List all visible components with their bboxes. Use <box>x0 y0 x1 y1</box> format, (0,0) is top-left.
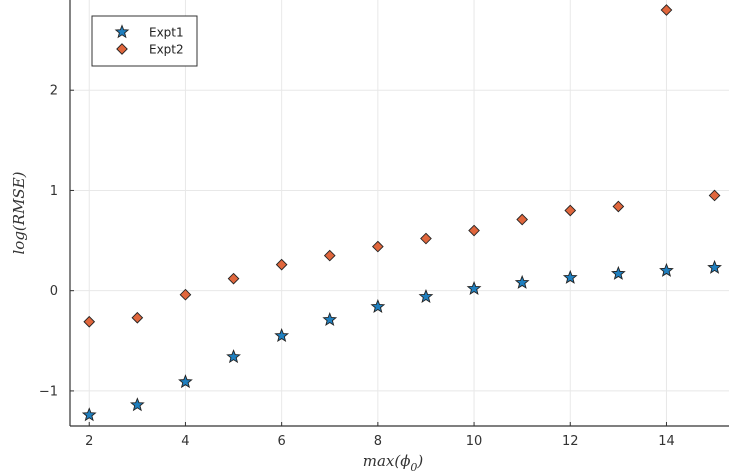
star-point <box>466 280 482 295</box>
x-ticks: 2 4 6 8 10 12 14 <box>85 422 675 449</box>
x-tick-label: 2 <box>85 434 93 449</box>
y-tick-label: 0 <box>50 284 58 299</box>
legend-marker <box>116 43 128 55</box>
x-tick-label: 14 <box>658 434 675 449</box>
y-ticks: −1 0 1 2 <box>39 84 74 399</box>
star-point <box>81 407 97 422</box>
y-tick-label: 1 <box>50 184 58 199</box>
legend-box <box>91 15 198 67</box>
diamond-point <box>564 204 577 217</box>
data-points <box>81 4 722 422</box>
x-tick-label: 12 <box>562 434 579 449</box>
legend-label: Expt2 <box>149 43 184 57</box>
diamond-point <box>372 240 384 253</box>
x-tick-label: 6 <box>278 434 286 449</box>
star-point <box>226 349 241 364</box>
diamond-point <box>179 288 192 301</box>
star-point <box>322 312 338 327</box>
diamond-point <box>420 232 432 245</box>
legend-marker <box>114 24 130 39</box>
diamond-point <box>227 272 240 285</box>
x-axis-title: max(ϕ0) <box>363 452 424 474</box>
star-point <box>514 274 530 289</box>
x-tick-label: 8 <box>374 434 382 449</box>
diamond-point <box>131 311 144 324</box>
star-point <box>562 269 578 284</box>
diamond-point <box>708 189 721 202</box>
diamond-point <box>660 4 673 16</box>
star-point <box>610 265 626 280</box>
diamond-point <box>83 315 96 328</box>
diamond-point <box>516 213 528 226</box>
star-point <box>129 397 145 412</box>
star-point <box>178 374 193 389</box>
diamond-point <box>323 249 336 262</box>
y-axis-title: log(RMSE) <box>10 171 28 254</box>
diamond-point <box>275 258 288 271</box>
star-point <box>418 288 434 303</box>
x-tick-label: 4 <box>181 434 189 449</box>
star-point <box>370 298 386 313</box>
star-point <box>707 259 722 274</box>
x-tick-label: 10 <box>466 434 483 449</box>
legend-label: Expt1 <box>149 26 184 40</box>
star-point <box>659 262 674 277</box>
y-tick-label: 2 <box>50 84 58 99</box>
diamond-point <box>612 200 625 213</box>
axes <box>69 0 729 427</box>
star-point <box>274 328 290 343</box>
y-tick-label: −1 <box>39 384 58 399</box>
diamond-point <box>468 224 480 237</box>
legend: Expt1 Expt2 <box>91 15 198 67</box>
